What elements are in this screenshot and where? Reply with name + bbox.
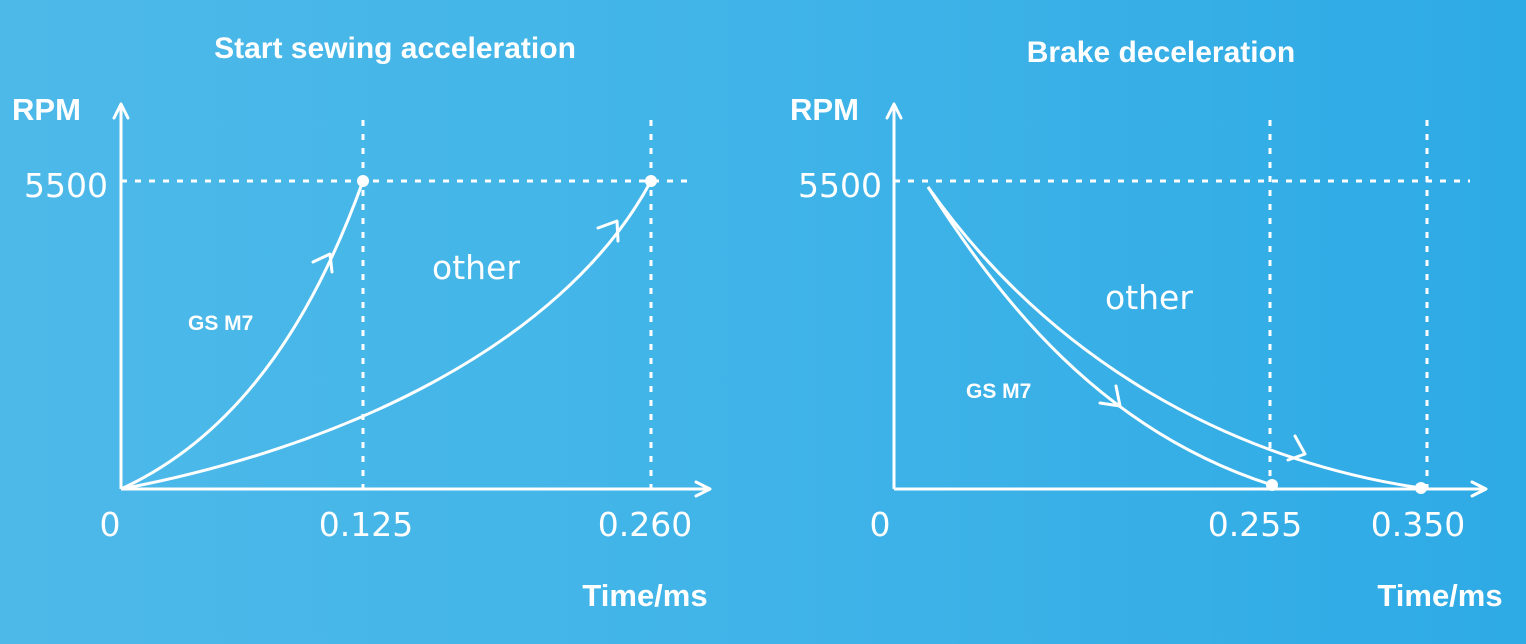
y-axis-label: RPM	[790, 92, 859, 127]
chart-deceleration: Brake deceleration RPM Time/ms 5500 0 0.…	[790, 36, 1503, 613]
series-direction-arrow-icon	[1286, 434, 1307, 462]
series-label-other: other	[432, 248, 520, 287]
x-tick-label: 0.350	[1371, 505, 1465, 544]
y-axis-label: RPM	[12, 92, 81, 127]
series-line-other	[926, 186, 1422, 490]
series-direction-arrow-icon	[1098, 384, 1122, 408]
series-label-gs-m7: GS M7	[188, 312, 253, 335]
x-tick-label: 0	[870, 505, 891, 544]
series-direction-arrow-icon	[311, 252, 334, 274]
x-axis-arrow-icon	[694, 480, 712, 498]
y-tick-label: 5500	[798, 166, 882, 205]
series-line-gs-m7	[926, 186, 1273, 487]
chart-acceleration: Start sewing acceleration RPM Time/ms 55…	[12, 32, 712, 613]
x-axis-arrow-icon	[1470, 480, 1488, 498]
x-tick-label: 0.125	[319, 505, 413, 544]
data-point	[645, 175, 657, 187]
y-axis-arrow-icon	[885, 102, 903, 120]
chart-title: Start sewing acceleration	[214, 32, 576, 65]
x-tick-label: 0	[100, 505, 121, 544]
chart-title: Brake deceleration	[1027, 36, 1295, 69]
data-point	[1266, 479, 1278, 491]
x-axis-label: Time/ms	[1377, 578, 1502, 613]
data-point	[1415, 482, 1427, 494]
x-tick-label: 0.260	[598, 505, 692, 544]
series-line-gs-m7	[120, 180, 365, 491]
x-tick-label: 0.255	[1208, 505, 1302, 544]
series-label-gs-m7: GS M7	[966, 380, 1031, 403]
series-direction-arrow-icon	[596, 219, 620, 243]
data-point	[357, 175, 369, 187]
y-axis-arrow-icon	[112, 102, 130, 120]
series-label-other: other	[1105, 278, 1193, 317]
series-line-other	[120, 180, 653, 491]
y-tick-label: 5500	[24, 166, 108, 205]
x-axis-label: Time/ms	[582, 578, 707, 613]
